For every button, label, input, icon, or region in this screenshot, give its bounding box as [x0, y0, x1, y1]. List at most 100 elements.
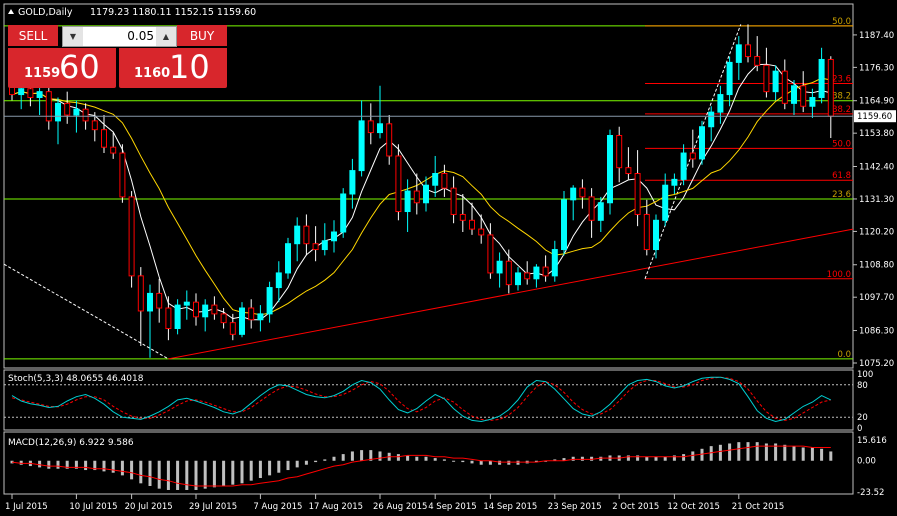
macd-histogram-bar — [74, 460, 78, 469]
bear-candle-body — [763, 64, 770, 93]
header: GOLD,Daily 1179.23 1180.11 1152.15 1159.… — [8, 7, 256, 18]
time-tick-label: 14 Sep 2015 — [483, 502, 537, 512]
lot-increase-icon[interactable]: ▲ — [156, 27, 176, 46]
macd-histogram-bar — [433, 458, 437, 461]
collapse-triangle-icon[interactable] — [8, 9, 14, 14]
macd-histogram-bar — [314, 460, 318, 463]
lot-size-input[interactable]: ▼ 0.05 ▲ — [62, 26, 177, 47]
macd-signal-line — [11, 445, 831, 487]
slow-moving-average — [11, 77, 831, 316]
stochastic-tick-label: 80 — [857, 381, 868, 391]
bear-candle-body — [101, 129, 107, 148]
macd-histogram-bar — [654, 456, 658, 461]
bear-candle-body — [634, 173, 641, 215]
price-tick-label: 1086.30 — [859, 327, 894, 337]
macd-histogram-bar — [746, 442, 750, 461]
buy-price-box[interactable]: 1160 10 — [119, 48, 227, 88]
bear-candle-body — [459, 213, 466, 221]
price-panel-frame — [3, 3, 854, 369]
bear-candle-body — [64, 102, 71, 116]
macd-histogram-bar — [672, 455, 676, 461]
bull-candle-body — [772, 70, 779, 93]
fib-level-label: 50.0 — [832, 139, 851, 149]
time-tick-label: 20 Jul 2015 — [125, 502, 173, 512]
lot-size-value: 0.05 — [127, 29, 154, 43]
buy-price-big: 10 — [169, 48, 210, 86]
candle-layer — [9, 24, 834, 358]
fib-level-label: 50.0 — [832, 17, 851, 27]
bear-candle-body — [248, 307, 255, 321]
macd-tick-label: 15.616 — [857, 436, 887, 446]
fib-level-label: 100.0 — [827, 270, 851, 280]
macd-histogram-bar — [350, 451, 354, 461]
bull-candle-body — [183, 301, 190, 306]
macd-bars — [10, 442, 833, 490]
macd-histogram-bar — [442, 459, 446, 461]
bear-candle-body — [27, 88, 34, 98]
macd-histogram-bar — [304, 460, 308, 465]
bull-candle-body — [18, 88, 25, 96]
bear-candle-body — [137, 275, 144, 312]
time-tick-label: 21 Oct 2015 — [732, 502, 785, 512]
time-tick-label: 4 Sep 2015 — [428, 502, 476, 512]
bear-candle-body — [413, 190, 420, 204]
fib-level-label: 23.6 — [832, 74, 851, 84]
macd-histogram-bar — [461, 460, 465, 463]
bull-candle-body — [147, 292, 153, 312]
macd-histogram-bar — [479, 460, 483, 465]
bull-candle-body — [597, 202, 604, 221]
bear-candle-body — [827, 58, 834, 117]
macd-histogram-bar — [139, 460, 143, 484]
stochastic-signal-line — [11, 376, 831, 421]
bull-candle-body — [285, 243, 291, 274]
bear-candle-body — [45, 91, 52, 122]
macd-title: MACD(12,26,9) 6.922 9.586 — [8, 438, 134, 448]
bear-candle-body — [616, 135, 623, 169]
macd-histogram-bar — [452, 460, 456, 462]
bull-candle-body — [331, 231, 337, 242]
bull-candle-body — [708, 111, 715, 128]
macd-histogram-bar — [571, 456, 575, 461]
macd-histogram-bar — [470, 460, 474, 464]
buy-button[interactable]: BUY — [177, 25, 227, 46]
macd-histogram-bar — [148, 460, 152, 486]
symbol-label: GOLD,Daily — [18, 7, 73, 18]
sell-price-small: 1159 — [24, 66, 61, 81]
macd-histogram-bar — [166, 460, 170, 490]
macd-histogram-bar — [240, 460, 244, 484]
sell-button[interactable]: SELL — [8, 25, 58, 46]
fib-level-label: 61.8 — [832, 171, 851, 181]
time-tick-label: 26 Aug 2015 — [373, 502, 427, 512]
macd-panel-frame — [3, 431, 854, 495]
price-tick-label: 1131.30 — [859, 195, 894, 205]
price-axis: 1187.40 1176.30 1164.90 1153.80 1142.40 1131.… — [4, 31, 896, 369]
time-tick-label: 2 Oct 2015 — [612, 502, 659, 512]
bull-candle-body — [561, 199, 567, 251]
lot-decrease-icon[interactable]: ▼ — [63, 27, 83, 46]
time-axis: 1 Jul 2015 10 Jul 2015 20 Jul 2015 29 Jul 2… — [5, 494, 784, 512]
bull-candle-body — [358, 120, 365, 172]
fib-level-label: 23.6 — [832, 190, 851, 200]
macd-histogram-bar — [728, 443, 732, 461]
price-tick-label: 1164.90 — [859, 97, 894, 107]
bear-candle-body — [781, 70, 788, 104]
macd-histogram-bar — [10, 460, 14, 464]
time-tick-label: 10 Jul 2015 — [69, 502, 117, 512]
time-tick-label: 7 Aug 2015 — [253, 502, 302, 512]
bear-candle-body — [211, 304, 218, 315]
macd-histogram-bar — [700, 448, 704, 461]
macd-histogram-bar — [498, 460, 502, 465]
bull-candle-body — [202, 304, 209, 318]
price-tick-label: 1120.20 — [859, 227, 894, 237]
sell-price-box[interactable]: 1159 60 — [8, 48, 116, 88]
macd-histogram-bar — [332, 456, 336, 461]
bull-candle-body — [174, 304, 181, 329]
bull-candle-body — [275, 272, 282, 289]
macd-panel: 15.616 0.00 -23.52 MACD(12,26,9) 6.922 9.5… — [3, 431, 887, 498]
fib-level-label: 38.2 — [832, 92, 851, 102]
one-click-trading-panel: SELL ▼ 0.05 ▲ BUY 1159 60 1160 10 — [8, 25, 227, 88]
price-tick-label: 1097.70 — [859, 293, 894, 303]
macd-histogram-bar — [185, 460, 189, 490]
bull-candle-body — [791, 85, 797, 104]
